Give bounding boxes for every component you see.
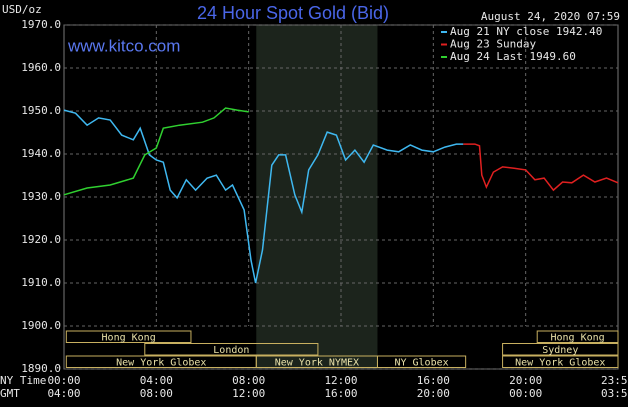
series-line bbox=[463, 143, 619, 192]
y-tick-label: 1970.0 bbox=[21, 18, 61, 31]
session-label: New York NYMEX bbox=[275, 358, 359, 369]
unit-label: USD/oz bbox=[2, 3, 42, 16]
session-label: NY Globex bbox=[394, 358, 448, 369]
y-tick-label: 1940.0 bbox=[21, 147, 61, 160]
session-label: New York Globex bbox=[116, 358, 206, 369]
session-box bbox=[144, 343, 319, 356]
website: www.kitco.com bbox=[67, 36, 180, 55]
session-box bbox=[536, 330, 619, 343]
x-tick-label: 04:00 bbox=[140, 374, 173, 387]
x-tick-label: 20:00 bbox=[509, 374, 542, 387]
session-box bbox=[502, 355, 619, 368]
y-tick-label: 1960.0 bbox=[21, 61, 61, 74]
x-tick-label: 23:59 bbox=[601, 374, 628, 387]
legend-label: Aug 21 NY close 1942.40 bbox=[450, 25, 602, 38]
x2-tick-label: 20:00 bbox=[417, 387, 450, 400]
session-label: Sydney bbox=[542, 345, 578, 356]
timestamp: August 24, 2020 07:59 bbox=[481, 10, 620, 23]
x-tick-label: 00:00 bbox=[47, 374, 80, 387]
x-tick-label: 16:00 bbox=[417, 374, 450, 387]
session-label: Hong Kong bbox=[102, 333, 156, 344]
x2-tick-label: 00:00 bbox=[509, 387, 542, 400]
y-tick-label: 1950.0 bbox=[21, 104, 61, 117]
x2-tick-label: 03:59 bbox=[601, 387, 628, 400]
y-tick-label: 1900.0 bbox=[21, 319, 61, 332]
y-tick-label: 1910.0 bbox=[21, 276, 61, 289]
x2-tick-label: 12:00 bbox=[232, 387, 265, 400]
session-label: New York Globex bbox=[515, 358, 605, 369]
legend-label: Aug 24 Last 1949.60 bbox=[450, 50, 576, 63]
session-label: London bbox=[213, 345, 249, 356]
y-tick-label: 1890.0 bbox=[21, 362, 61, 375]
x-tick-label: 08:00 bbox=[232, 374, 265, 387]
x-axis-label: NY Time bbox=[0, 374, 46, 387]
x2-tick-label: 04:00 bbox=[47, 387, 80, 400]
session-box bbox=[65, 330, 192, 343]
y-tick-label: 1930.0 bbox=[21, 190, 61, 203]
chart-title: 24 Hour Spot Gold (Bid) bbox=[197, 3, 389, 23]
y-tick-label: 1920.0 bbox=[21, 233, 61, 246]
session-box bbox=[502, 343, 619, 356]
x2-tick-label: 08:00 bbox=[140, 387, 173, 400]
session-box bbox=[376, 355, 467, 368]
series-line bbox=[63, 107, 249, 196]
series-line bbox=[63, 109, 464, 284]
x2-axis-label: GMT bbox=[0, 387, 20, 400]
x-tick-label: 12:00 bbox=[324, 374, 357, 387]
x2-tick-label: 16:00 bbox=[324, 387, 357, 400]
session-label: Hong Kong bbox=[551, 333, 605, 344]
legend-label: Aug 23 Sunday bbox=[450, 38, 536, 51]
